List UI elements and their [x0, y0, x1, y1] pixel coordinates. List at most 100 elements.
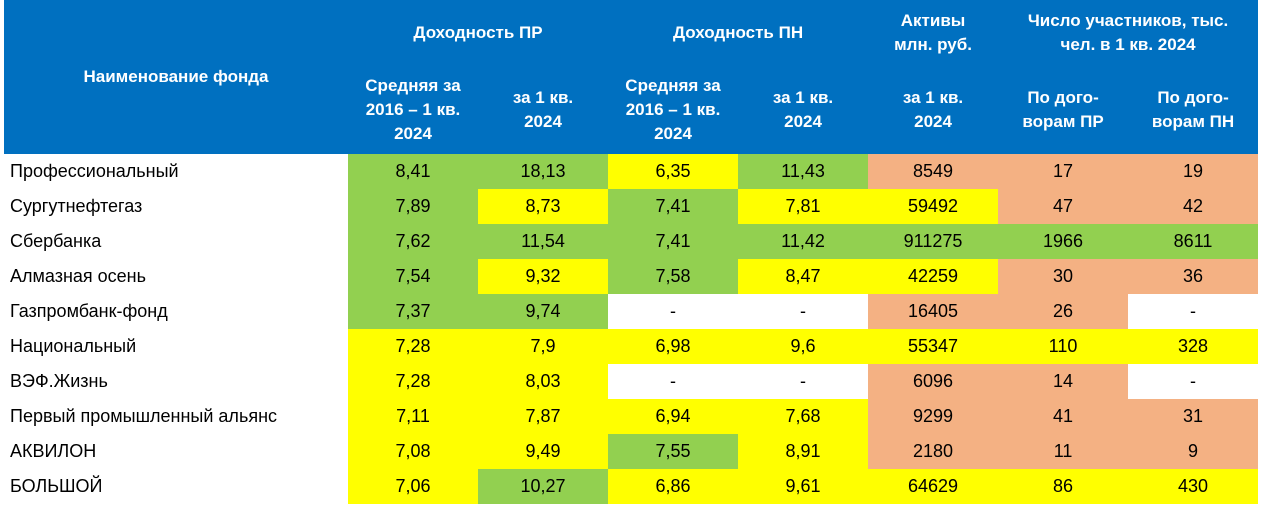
value-cell: 7,87 — [478, 399, 609, 434]
value-cell: 55347 — [868, 329, 999, 364]
value-cell: 9299 — [868, 399, 999, 434]
fund-table: Наименование фонда Доходность ПР Доходно… — [4, 0, 1259, 504]
value-cell: 31 — [1128, 399, 1259, 434]
value-cell: 11,42 — [738, 224, 869, 259]
column-header: за 1 кв. 2024 — [868, 66, 999, 154]
value-cell: 7,08 — [348, 434, 478, 469]
value-cell: 7,37 — [348, 294, 478, 329]
fund-name: Профессиональный — [4, 154, 348, 189]
value-cell: 6,98 — [608, 329, 739, 364]
value-cell: 10,27 — [478, 469, 609, 504]
value-cell: 8,73 — [478, 189, 609, 224]
header-cell: Наименование фонда — [4, 0, 348, 154]
column-header: По дого- ворам ПР — [998, 66, 1129, 154]
value-cell: 42 — [1128, 189, 1259, 224]
value-cell: 7,06 — [348, 469, 478, 504]
table-row: ВЭФ.Жизнь 7,28 8,03- -6096 14- — [4, 364, 1259, 399]
value-cell: 11,54 — [478, 224, 609, 259]
fund-name: АКВИЛОН — [4, 434, 348, 469]
value-cell: 6,35 — [608, 154, 739, 189]
value-cell: - — [1128, 364, 1259, 399]
table-row: АКВИЛОН 7,08 9,49 7,55 8,91 2180 11 9 — [4, 434, 1259, 469]
fund-name: ВЭФ.Жизнь — [4, 364, 348, 399]
column-header: Средняя за 2016 – 1 кв. 2024 — [348, 66, 478, 154]
table-row: Газпромбанк-фонд 7,37 9,74- -16405 26- — [4, 294, 1259, 329]
column-header: Средняя за 2016 – 1 кв. 2024 — [608, 66, 739, 154]
value-cell: 8,47 — [738, 259, 869, 294]
value-cell: 9,61 — [738, 469, 869, 504]
value-cell: 9,32 — [478, 259, 609, 294]
value-cell: 47 — [998, 189, 1129, 224]
value-cell: 42259 — [868, 259, 999, 294]
value-cell: 18,13 — [478, 154, 609, 189]
value-cell: 7,81 — [738, 189, 869, 224]
value-cell: - — [608, 364, 739, 399]
value-cell: 17 — [998, 154, 1129, 189]
value-cell: 14 — [998, 364, 1129, 399]
value-cell: 911275 — [868, 224, 999, 259]
value-cell: 7,55 — [608, 434, 739, 469]
value-cell: 8549 — [868, 154, 999, 189]
value-cell: 7,11 — [348, 399, 478, 434]
value-cell: - — [738, 364, 869, 399]
value-cell: 7,68 — [738, 399, 869, 434]
value-cell: 64629 — [868, 469, 999, 504]
value-cell: 8,91 — [738, 434, 869, 469]
value-cell: 2180 — [868, 434, 999, 469]
table-header: Наименование фонда Доходность ПР Доходно… — [4, 0, 1259, 154]
value-cell: 7,28 — [348, 329, 478, 364]
value-cell: - — [1128, 294, 1259, 329]
table-body: Профессиональный 8,41 18,13 6,35 11,43 8549 17… — [4, 154, 1259, 504]
header-row: Наименование фонда Доходность ПР Доходно… — [4, 0, 1259, 154]
value-cell: 7,41 — [608, 189, 739, 224]
value-cell: 7,9 — [478, 329, 609, 364]
value-cell: 86 — [998, 469, 1129, 504]
fund-name: Алмазная осень — [4, 259, 348, 294]
table-row: Сбербанка 7,62 11,54 7,41 11,42 911275 1966 861… — [4, 224, 1259, 259]
fund-name: Сбербанка — [4, 224, 348, 259]
value-cell: 9,6 — [738, 329, 869, 364]
fund-name: Национальный — [4, 329, 348, 364]
table-row: Первый промышленный альянс 7,11 7,87 6,94 7,… — [4, 399, 1259, 434]
table-row: Профессиональный 8,41 18,13 6,35 11,43 8549 17… — [4, 154, 1259, 189]
value-cell: 7,89 — [348, 189, 478, 224]
value-cell: 59492 — [868, 189, 999, 224]
value-cell: - — [738, 294, 869, 329]
value-cell: 9,49 — [478, 434, 609, 469]
value-cell: 16405 — [868, 294, 999, 329]
value-cell: 11,43 — [738, 154, 869, 189]
value-cell: 7,62 — [348, 224, 478, 259]
value-cell: 9,74 — [478, 294, 609, 329]
value-cell: - — [608, 294, 739, 329]
value-cell: 26 — [998, 294, 1129, 329]
column-header: По дого- ворам ПН — [1128, 66, 1259, 154]
value-cell: 8611 — [1128, 224, 1259, 259]
column-header: за 1 кв. 2024 — [738, 66, 869, 154]
value-cell: 11 — [998, 434, 1129, 469]
group-header: Доходность ПН — [608, 0, 869, 66]
column-header: за 1 кв. 2024 — [478, 66, 609, 154]
group-header: Активы млн. руб. — [868, 0, 999, 66]
value-cell: 1966 — [998, 224, 1129, 259]
group-header: Число участников, тыс. чел. в 1 кв. 2024 — [998, 0, 1259, 66]
table-row: БОЛЬШОЙ 7,06 10,27 6,86 9,61 64629 86 430 — [4, 469, 1259, 504]
value-cell: 7,54 — [348, 259, 478, 294]
value-cell: 7,28 — [348, 364, 478, 399]
value-cell: 19 — [1128, 154, 1259, 189]
table-row: Алмазная осень 7,54 9,32 7,58 8,47 42259 30 36 — [4, 259, 1259, 294]
value-cell: 8,41 — [348, 154, 478, 189]
fund-name: Первый промышленный альянс — [4, 399, 348, 434]
value-cell: 110 — [998, 329, 1129, 364]
value-cell: 7,58 — [608, 259, 739, 294]
header-row: Средняя за 2016 – 1 кв. 2024 за 1 кв. 202… — [4, 66, 1259, 154]
value-cell: 6,94 — [608, 399, 739, 434]
value-cell: 8,03 — [478, 364, 609, 399]
value-cell: 30 — [998, 259, 1129, 294]
table-row: Сургутнефтегаз 7,89 8,73 7,41 7,81 59492 47 42 — [4, 189, 1259, 224]
fund-name: БОЛЬШОЙ — [4, 469, 348, 504]
value-cell: 7,41 — [608, 224, 739, 259]
group-header: Доходность ПР — [348, 0, 609, 66]
value-cell: 41 — [998, 399, 1129, 434]
value-cell: 6096 — [868, 364, 999, 399]
